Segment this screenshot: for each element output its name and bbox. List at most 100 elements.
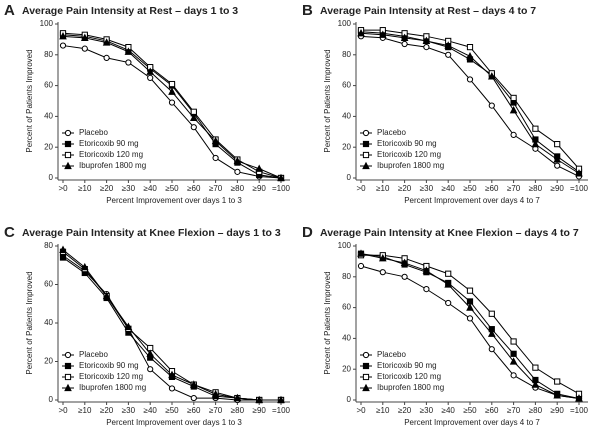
data-point bbox=[146, 349, 155, 357]
x-tick-label: ≥20 bbox=[100, 184, 114, 193]
data-point bbox=[445, 51, 452, 58]
y-tick-label: 60 bbox=[342, 81, 351, 90]
legend-marker bbox=[362, 161, 370, 170]
legend-marker bbox=[64, 161, 72, 170]
legend-marker bbox=[64, 351, 72, 359]
data-point bbox=[510, 131, 517, 138]
data-point bbox=[466, 44, 474, 51]
legend-label: Etoricoxib 120 mg bbox=[79, 150, 143, 159]
data-point bbox=[532, 364, 539, 371]
data-point bbox=[509, 357, 518, 365]
data-point bbox=[146, 67, 155, 75]
data-point bbox=[102, 38, 111, 46]
data-point bbox=[234, 168, 241, 175]
data-point bbox=[466, 298, 474, 305]
panel-letter: A bbox=[4, 2, 15, 19]
y-tick-label: 100 bbox=[40, 19, 54, 28]
data-point bbox=[80, 262, 89, 271]
x-tick-label: ≥40 bbox=[442, 184, 456, 193]
panel-letter: D bbox=[302, 224, 313, 241]
y-tick-label: 80 bbox=[342, 272, 351, 281]
y-tick-label: 100 bbox=[338, 241, 352, 250]
data-point bbox=[554, 141, 561, 148]
legend-marker bbox=[64, 383, 72, 392]
data-point bbox=[466, 315, 474, 322]
x-tick-label: ≥70 bbox=[209, 406, 223, 415]
legend-marker bbox=[362, 129, 370, 137]
x-tick-label: ≥90 bbox=[551, 406, 565, 415]
y-tick-label: 0 bbox=[49, 395, 54, 404]
x-tick-label: >0 bbox=[58, 406, 68, 415]
data-point bbox=[168, 80, 176, 88]
data-point bbox=[102, 291, 111, 300]
x-tick-label: ≥60 bbox=[485, 184, 499, 193]
data-point bbox=[168, 385, 176, 392]
x-tick-label: ≥70 bbox=[507, 184, 521, 193]
data-point bbox=[125, 59, 132, 66]
y-tick-label: 40 bbox=[342, 334, 351, 343]
legend-label: Placebo bbox=[79, 350, 108, 359]
x-tick-label: ≥30 bbox=[122, 406, 136, 415]
data-point bbox=[80, 33, 89, 41]
chart-title: Average Pain Intensity at Rest – days 1 … bbox=[22, 5, 238, 17]
y-axis-label: Percent of Patients Improved bbox=[323, 271, 332, 374]
legend-marker bbox=[362, 373, 370, 381]
data-point bbox=[401, 273, 408, 280]
y-tick-label: 40 bbox=[44, 112, 53, 121]
x-tick-label: ≥40 bbox=[144, 184, 158, 193]
data-point bbox=[422, 266, 431, 274]
legend-marker bbox=[362, 362, 370, 370]
data-point bbox=[168, 87, 176, 95]
data-point bbox=[487, 329, 496, 337]
data-point bbox=[488, 346, 495, 353]
x-tick-label: ≥10 bbox=[78, 184, 92, 193]
x-tick-label: ≥30 bbox=[122, 184, 136, 193]
y-tick-label: 100 bbox=[338, 19, 352, 28]
data-point bbox=[379, 269, 386, 276]
y-tick-label: 60 bbox=[44, 81, 53, 90]
x-tick-label: ≥10 bbox=[376, 184, 390, 193]
y-tick-label: 0 bbox=[49, 173, 54, 182]
legend-label: Etoricoxib 120 mg bbox=[79, 372, 143, 381]
x-tick-label: ≥20 bbox=[100, 406, 114, 415]
data-point bbox=[510, 350, 517, 357]
legend-label: Ibuprofen 1800 mg bbox=[377, 383, 444, 392]
data-point bbox=[510, 338, 517, 345]
data-point bbox=[189, 113, 198, 122]
data-point bbox=[487, 72, 496, 80]
legend-label: Placebo bbox=[377, 350, 406, 359]
x-tick-label: ≥90 bbox=[253, 406, 267, 415]
data-point bbox=[59, 42, 67, 49]
x-tick-label: >0 bbox=[356, 406, 366, 415]
x-tick-label: ≥50 bbox=[463, 184, 477, 193]
y-tick-label: 20 bbox=[44, 357, 53, 366]
data-point bbox=[575, 169, 583, 177]
data-point bbox=[422, 36, 431, 45]
data-point bbox=[466, 303, 474, 311]
x-tick-label: =100 bbox=[272, 406, 291, 415]
data-point bbox=[59, 254, 67, 261]
legend-label: Etoricoxib 90 mg bbox=[377, 361, 437, 370]
legend-label: Ibuprofen 1800 mg bbox=[377, 161, 444, 170]
data-point bbox=[401, 40, 408, 48]
legend-label: Ibuprofen 1800 mg bbox=[79, 161, 146, 170]
data-point bbox=[488, 102, 495, 109]
data-point bbox=[211, 389, 220, 398]
data-point bbox=[168, 99, 176, 106]
x-tick-label: ≥80 bbox=[231, 184, 245, 193]
data-point bbox=[233, 156, 242, 165]
data-point bbox=[466, 76, 474, 83]
legend-label: Etoricoxib 90 mg bbox=[79, 361, 139, 370]
data-point bbox=[124, 322, 133, 330]
y-tick-label: 0 bbox=[347, 395, 352, 404]
y-tick-label: 20 bbox=[342, 142, 351, 151]
data-point bbox=[575, 394, 583, 402]
x-tick-label: ≥20 bbox=[398, 406, 412, 415]
data-point bbox=[553, 155, 562, 163]
legend-marker bbox=[64, 362, 72, 370]
x-tick-label: ≥20 bbox=[398, 184, 412, 193]
x-tick-label: =100 bbox=[272, 184, 291, 193]
x-tick-label: ≥60 bbox=[187, 184, 201, 193]
x-tick-label: ≥70 bbox=[209, 184, 223, 193]
